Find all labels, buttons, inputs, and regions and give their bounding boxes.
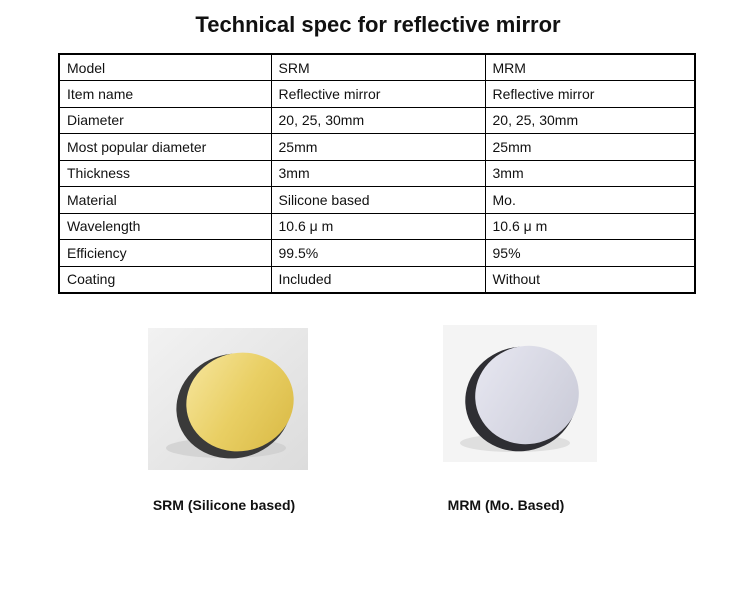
table-cell: 25mm — [270, 133, 486, 161]
table-row: Wavelength 10.6 μ m 10.6 μ m — [58, 212, 696, 240]
mrm-image — [443, 325, 597, 462]
table-cell: Reflective mirror — [484, 80, 696, 108]
table-cell: Included — [270, 265, 486, 293]
table-cell: Material — [58, 186, 272, 214]
table-cell: 10.6 μ m — [270, 212, 486, 240]
table-cell: Most popular diameter — [58, 133, 272, 161]
table-cell: Item name — [58, 80, 272, 108]
table-cell: Coating — [58, 265, 272, 293]
table-cell: Mo. — [484, 186, 696, 214]
table-cell: Thickness — [58, 159, 272, 187]
table-row: Most popular diameter 25mm 25mm — [58, 133, 696, 161]
table-cell: 3mm — [484, 159, 696, 187]
table-cell: 20, 25, 30mm — [484, 106, 696, 134]
table-cell: Model — [58, 53, 272, 81]
table-cell: 3mm — [270, 159, 486, 187]
srm-image — [148, 328, 308, 470]
title: Technical spec for reflective mirror — [195, 12, 561, 37]
table-row: Model SRM MRM — [58, 53, 696, 81]
table-row: Thickness 3mm 3mm — [58, 159, 696, 187]
table-cell: 20, 25, 30mm — [270, 106, 486, 134]
table-cell: Efficiency — [58, 239, 272, 267]
table-cell: 25mm — [484, 133, 696, 161]
table-cell: Diameter — [58, 106, 272, 134]
table-row: Item name Reflective mirror Reflective mir… — [58, 80, 696, 108]
table-cell: Without — [484, 265, 696, 293]
table-row: Efficiency 99.5% 95% — [58, 239, 696, 267]
table-cell: Reflective mirror — [270, 80, 486, 108]
spec-table: Model SRM MRM Item name Reflective mirror Ref… — [58, 53, 696, 294]
table-cell: MRM — [484, 53, 696, 81]
table-row: Diameter 20, 25, 30mm 20, 25, 30mm — [58, 106, 696, 134]
table-cell: 10.6 μ m — [484, 212, 696, 240]
table-row: Material Silicone based Mo. — [58, 186, 696, 214]
figure-caption: SRM (Silicone based) — [152, 497, 296, 513]
table-cell: Wavelength — [58, 212, 272, 240]
table-cell: 95% — [484, 239, 696, 267]
table-row: Coating Included Without — [58, 265, 696, 293]
table-cell: SRM — [270, 53, 486, 81]
figure-caption: MRM (Mo. Based) — [447, 497, 565, 513]
table-cell: Silicone based — [270, 186, 486, 214]
table-cell: 99.5% — [270, 239, 486, 267]
